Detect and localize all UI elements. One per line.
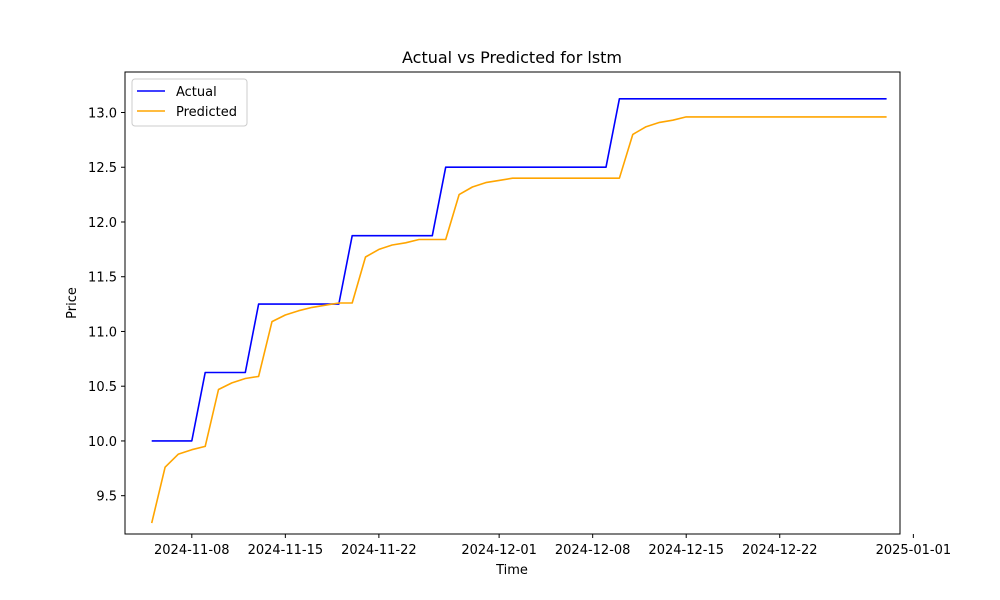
y-axis-ticks: 9.5 10.0 10.5 11.0 11.5 12.0 12.5 13.0 [88,107,125,505]
y-tick-label: 12.5 [88,161,117,176]
plot-marks [150,98,887,524]
y-tick-label: 13.0 [88,107,117,122]
x-tick-label: 2024-12-01 [461,543,537,558]
legend: Actual Predicted [131,78,248,127]
x-tick-label: 2024-12-08 [555,543,631,558]
plot-frame [124,71,901,535]
x-tick-label: 2024-11-08 [154,543,230,558]
y-tick-label: 10.5 [88,380,117,395]
x-tick-label: 2025-01-01 [876,543,952,558]
y-tick-label: 11.5 [88,271,117,286]
x-axis-ticks: 2024-11-08 2024-11-15 2024-11-22 2024-12-01… [154,534,951,558]
x-tick-label: 2024-11-15 [248,543,324,558]
y-tick-label: 10.0 [88,435,117,450]
legend-label-predicted: Predicted [176,105,237,120]
x-tick-label: 2024-12-15 [648,543,724,558]
chart-title: Actual vs Predicted for lstm [402,48,622,67]
legend-label-actual: Actual [176,85,217,100]
series-line-actual [151,98,887,442]
x-axis-label: Time [495,563,528,578]
y-axis-label: Price [65,287,80,319]
y-tick-label: 11.0 [88,325,117,340]
y-tick-label: 12.0 [88,216,117,231]
y-tick-label: 9.5 [96,490,117,505]
x-tick-label: 2024-12-22 [742,543,818,558]
series-line-predicted [150,116,887,524]
x-tick-label: 2024-11-22 [341,543,417,558]
